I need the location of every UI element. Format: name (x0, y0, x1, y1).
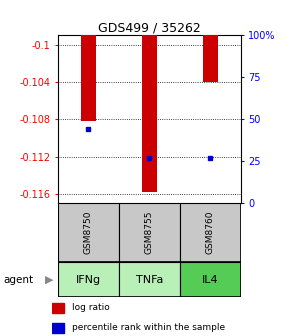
Bar (81, 35, 96, 121)
Bar (180, 262, 241, 297)
Text: ▶: ▶ (45, 275, 53, 285)
Bar (180, 203, 241, 262)
Title: GDS499 / 35262: GDS499 / 35262 (98, 21, 201, 34)
Bar (52, 323, 64, 333)
Text: GSM8755: GSM8755 (145, 211, 154, 254)
Bar (203, 35, 218, 82)
Bar (119, 262, 180, 297)
Bar (142, 35, 157, 192)
Bar (119, 203, 180, 262)
Text: agent: agent (3, 275, 33, 285)
Bar (52, 303, 64, 313)
Text: percentile rank within the sample: percentile rank within the sample (72, 323, 225, 332)
Text: GSM8760: GSM8760 (206, 211, 215, 254)
Text: GSM8750: GSM8750 (84, 211, 93, 254)
Bar (58, 262, 119, 297)
Bar (58, 203, 119, 262)
Text: IFNg: IFNg (76, 275, 101, 285)
Text: log ratio: log ratio (72, 303, 110, 312)
Text: TNFa: TNFa (136, 275, 163, 285)
Text: IL4: IL4 (202, 275, 219, 285)
